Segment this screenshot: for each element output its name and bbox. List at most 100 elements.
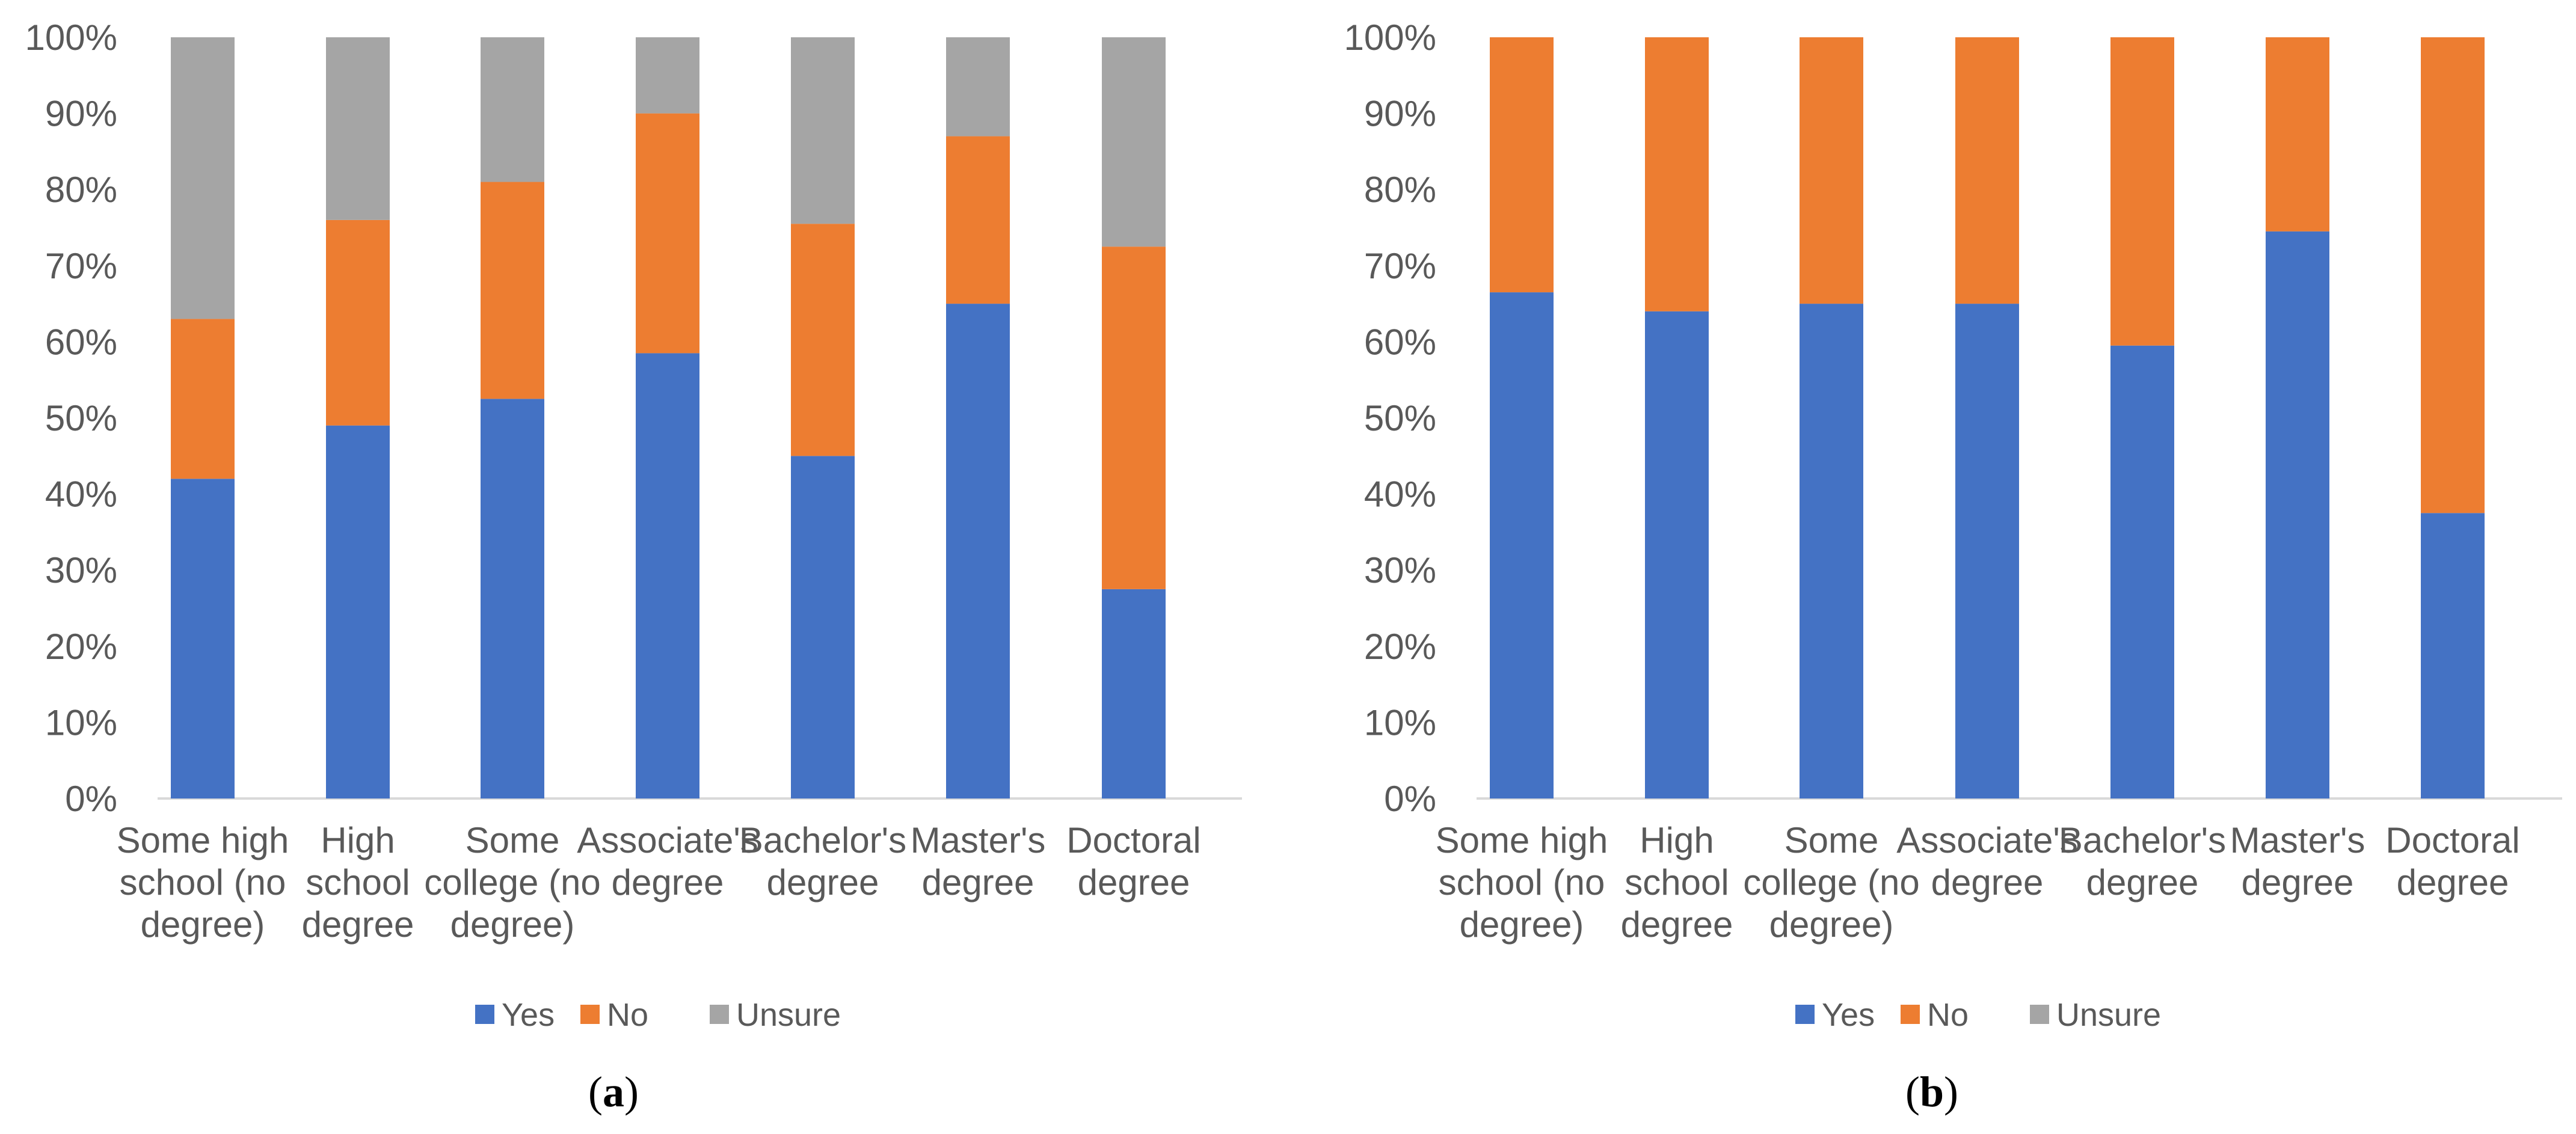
x-tick-label-line: degree): [1460, 904, 1584, 945]
x-tick-label-line: degree: [1931, 862, 2044, 903]
legend-swatch-yes: [1795, 1005, 1815, 1024]
x-tick-label: Some college (no degree): [1743, 820, 1920, 945]
x-tick-label: High school degree: [1621, 820, 1733, 945]
bar-unsure-7: [1102, 37, 1166, 247]
panel-label-close: ): [624, 1068, 639, 1116]
panel-label-open: (: [588, 1068, 603, 1116]
panel-label-open: (: [1905, 1068, 1920, 1116]
y-tick-label: 80%: [45, 170, 117, 210]
y-tick-label: 50%: [45, 398, 117, 438]
y-tick-label: 100%: [1344, 17, 1436, 58]
x-tick-label-line: High: [321, 820, 395, 860]
x-tick-label-line: Some: [466, 820, 560, 860]
legend-label-no: No: [1927, 997, 1969, 1033]
panel-label-letter: a: [603, 1068, 624, 1116]
y-tick-label: 10%: [45, 702, 117, 743]
x-tick-label-line: Master's: [2230, 820, 2365, 860]
legend-swatch-no: [1901, 1005, 1920, 1024]
bar-yes-1: [171, 479, 235, 798]
bar-yes-2: [326, 425, 390, 798]
bar-no-7: [1102, 247, 1166, 589]
bar-unsure-5: [791, 37, 855, 224]
bar-no-1: [1490, 37, 1554, 293]
y-tick-label: 100%: [25, 17, 117, 58]
x-tick-label: Doctoral degree: [2385, 820, 2519, 903]
x-tick-label-line: degree: [302, 904, 414, 945]
bar-no-4: [1955, 37, 2019, 304]
y-tick-label: 20%: [1364, 627, 1436, 667]
bar-no-1: [171, 319, 235, 479]
x-tick-label-line: degree: [2086, 862, 2199, 903]
y-tick-label: 10%: [1364, 702, 1436, 743]
x-tick-label: Some high school (no degree): [1436, 820, 1608, 945]
x-tick-label-line: college (no: [1743, 862, 1920, 903]
bar-yes-1: [1490, 292, 1554, 798]
panel-label: (b): [1905, 1068, 1958, 1116]
x-tick-label: High school degree: [302, 820, 414, 945]
bar-no-7: [2421, 37, 2485, 513]
bar-yes-4: [636, 353, 699, 798]
y-tick-label: 60%: [1364, 322, 1436, 362]
x-tick-label-line: school: [306, 862, 410, 903]
bar-unsure-3: [481, 37, 544, 182]
x-tick-label-line: school (no: [120, 862, 286, 903]
bar-yes-7: [2421, 513, 2485, 798]
x-tick-label-line: Doctoral: [2385, 820, 2519, 860]
x-tick-label-line: Bachelor's: [2059, 820, 2226, 860]
legend-swatch-yes: [475, 1005, 494, 1024]
x-tick-label: Some high school (no degree): [117, 820, 289, 945]
legend-label-no: No: [607, 997, 648, 1033]
bar-no-5: [2110, 37, 2174, 346]
x-tick-label-line: Associate's: [1896, 820, 2078, 860]
x-tick-label-line: college (no: [424, 862, 601, 903]
legend-label-yes: Yes: [1822, 997, 1875, 1033]
bar-yes-4: [1955, 304, 2019, 799]
x-tick-label-line: High: [1640, 820, 1714, 860]
x-tick-label-line: Doctoral: [1066, 820, 1200, 860]
x-tick-label-line: degree: [767, 862, 879, 903]
legend-label-unsure: Unsure: [736, 997, 841, 1033]
bar-yes-7: [1102, 589, 1166, 798]
x-tick-label: Bachelor's degree: [739, 820, 906, 903]
legend-swatch-no: [580, 1005, 600, 1024]
bars: [171, 37, 1166, 799]
x-tick-label: Associate's degree: [1896, 820, 2078, 903]
bar-no-2: [1645, 37, 1709, 311]
chart-panel-b: 0% 10% 20% 30% 40% 50% 60% 70% 80% 90% 100% Some hi…: [1344, 17, 2562, 1116]
bar-no-5: [791, 224, 855, 456]
x-tick-label-line: Master's: [911, 820, 1046, 860]
bar-unsure-1: [171, 37, 235, 319]
legend: Yes No Unsure: [1795, 997, 2161, 1033]
x-tick-label-line: degree: [2242, 862, 2354, 903]
bar-unsure-4: [636, 37, 699, 114]
x-tick-label: Associate's degree: [577, 820, 758, 903]
bar-yes-6: [946, 304, 1010, 799]
x-tick-label-line: school (no: [1439, 862, 1605, 903]
y-tick-label: 40%: [1364, 474, 1436, 515]
bar-no-6: [946, 136, 1010, 304]
chart-panel-a: 0% 10% 20% 30% 40% 50% 60% 70% 80% 90% 100% Some hi…: [25, 17, 1242, 1116]
bar-no-4: [636, 113, 699, 354]
y-tick-label: 50%: [1364, 398, 1436, 438]
bar-yes-2: [1645, 311, 1709, 798]
y-tick-label: 0%: [1384, 779, 1436, 819]
x-tick-label-line: degree: [612, 862, 724, 903]
bar-unsure-6: [946, 37, 1010, 136]
x-tick-label-line: Bachelor's: [739, 820, 906, 860]
bar-yes-5: [791, 456, 855, 798]
x-tick-label-line: Some high: [117, 820, 289, 860]
y-axis-ticks: 0% 10% 20% 30% 40% 50% 60% 70% 80% 90% 100%: [1344, 17, 1436, 819]
legend-label-yes: Yes: [502, 997, 555, 1033]
bar-no-6: [2266, 37, 2329, 231]
bar-yes-5: [2110, 345, 2174, 798]
y-tick-label: 90%: [1364, 94, 1436, 134]
x-tick-label: Some college (no degree): [424, 820, 601, 945]
y-tick-label: 90%: [45, 94, 117, 134]
bar-unsure-2: [326, 37, 390, 220]
bar-no-2: [326, 219, 390, 426]
x-tick-label-line: Some high: [1436, 820, 1608, 860]
x-tick-label-line: degree: [2397, 862, 2509, 903]
y-axis-ticks: 0% 10% 20% 30% 40% 50% 60% 70% 80% 90% 100%: [25, 17, 117, 819]
y-tick-label: 0%: [65, 779, 117, 819]
